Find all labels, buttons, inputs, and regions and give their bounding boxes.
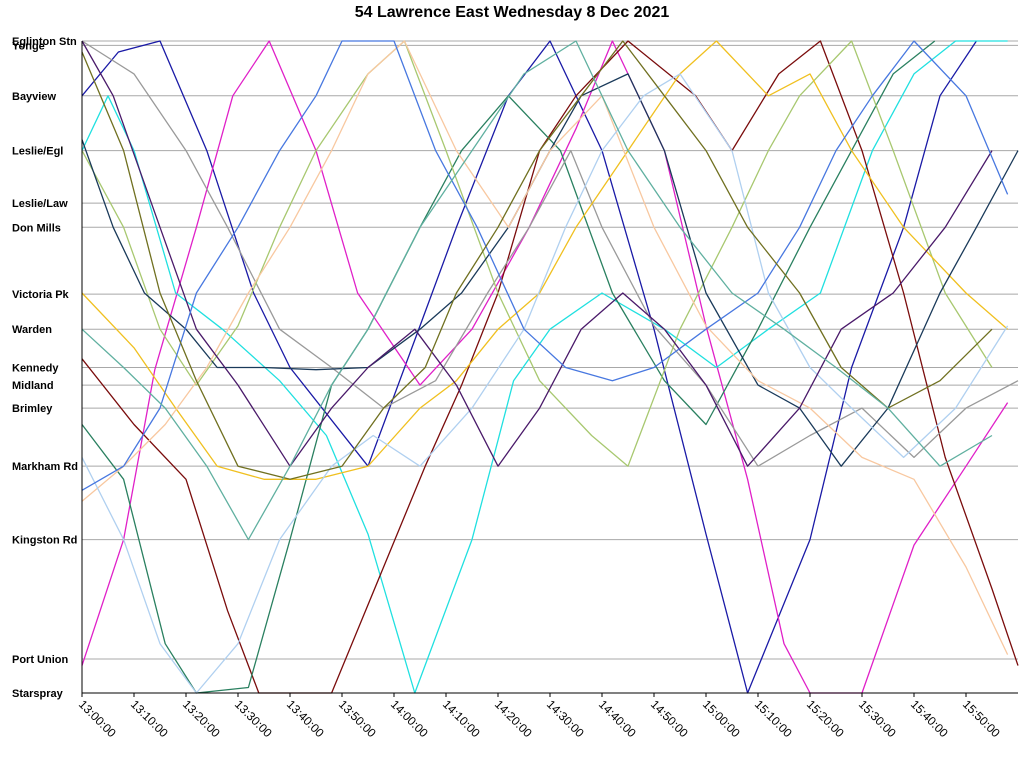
x-tick-label-6: 14:00:00 [388, 697, 431, 740]
trip-line-7 [81, 40, 1009, 480]
trip-line-9 [81, 40, 1009, 655]
x-tick-label-12: 15:00:00 [700, 697, 743, 740]
x-tick-label-0: 13:00:00 [76, 697, 119, 740]
x-tick-label-7: 14:10:00 [440, 697, 483, 740]
trip-line-12 [81, 40, 1009, 491]
x-tick-label-3: 13:30:00 [232, 697, 275, 740]
x-tick-label-15: 15:30:00 [856, 697, 899, 740]
stop-label-5: Don Mills [12, 222, 61, 234]
x-tick-label-2: 13:20:00 [180, 697, 223, 740]
stop-label-13: Port Union [12, 654, 68, 666]
stop-label-7: Warden [12, 324, 52, 336]
axes [81, 41, 1018, 697]
time-labels: 13:00:00 13:10:00 13:20:00 13:30:00 13:40:00… [76, 697, 1003, 740]
trip-line-11 [81, 40, 993, 467]
trip-line-14 [81, 40, 993, 541]
trip-line-5 [81, 40, 1019, 467]
stop-label-1: Yonge [12, 40, 45, 52]
stop-label-12: Kingston Rd [12, 535, 77, 547]
x-tick-label-11: 14:50:00 [648, 697, 691, 740]
x-tick-label-13: 15:10:00 [752, 697, 795, 740]
stop-label-6: Victoria Pk [12, 289, 70, 301]
x-tick-label-9: 14:30:00 [544, 697, 587, 740]
trip-line-2 [81, 40, 1008, 694]
x-tick-label-10: 14:40:00 [596, 697, 639, 740]
stop-label-3: Leslie/Egl [12, 146, 63, 158]
x-tick-label-16: 15:40:00 [908, 697, 951, 740]
x-tick-label-14: 15:20:00 [804, 697, 847, 740]
x-tick-label-17: 15:50:00 [960, 697, 1003, 740]
stop-label-10: Brimley [12, 403, 53, 415]
x-tick-label-8: 14:20:00 [492, 697, 535, 740]
stop-label-8: Kennedy [12, 363, 59, 375]
trip-line-4 [81, 40, 936, 694]
trip-lines [81, 40, 1019, 694]
trip-line-0 [81, 40, 977, 694]
trip-line-3 [81, 40, 1019, 694]
stop-label-14: Starspray [12, 688, 64, 700]
stop-label-11: Markham Rd [12, 461, 78, 473]
stop-label-9: Midland [12, 380, 54, 392]
x-tick-label-4: 13:40:00 [284, 697, 327, 740]
trip-line-13 [81, 40, 993, 480]
stop-label-0: Eglinton Stn [12, 36, 77, 48]
trip-line-10 [81, 73, 1009, 694]
x-tick-label-1: 13:10:00 [128, 697, 171, 740]
chart-title: 54 Lawrence East Wednesday 8 Dec 2021 [354, 4, 670, 21]
stop-label-2: Bayview [12, 91, 56, 103]
x-tick-label-5: 13:50:00 [336, 697, 379, 740]
trip-line-6 [81, 40, 993, 467]
stop-label-4: Leslie/Law [12, 198, 68, 210]
